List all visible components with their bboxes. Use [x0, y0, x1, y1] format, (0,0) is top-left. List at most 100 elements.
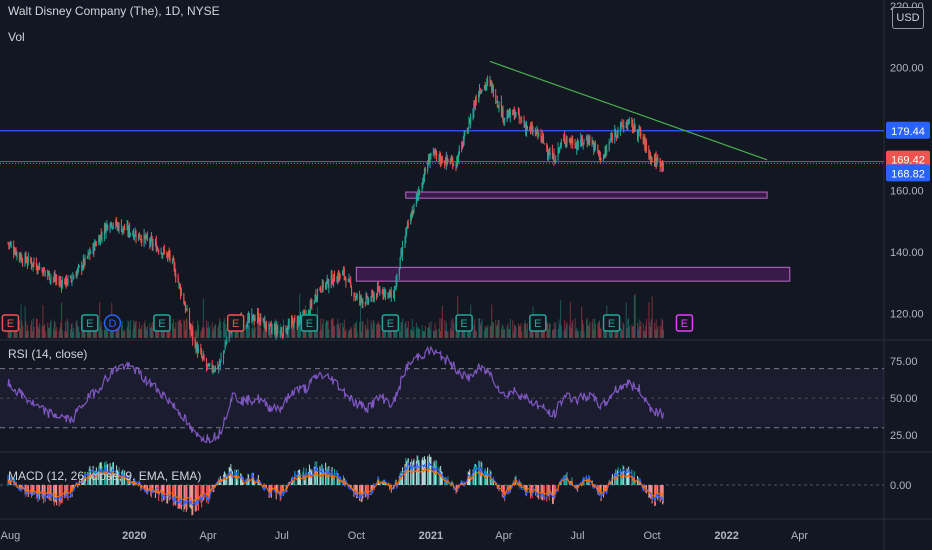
volume-bar	[26, 330, 28, 338]
candle-body	[529, 127, 531, 130]
candle-body	[19, 255, 21, 259]
volume-bar	[81, 326, 83, 338]
candle-body	[86, 256, 88, 258]
volume-bar	[543, 329, 545, 338]
candle-body	[112, 225, 114, 227]
candle-body	[589, 135, 591, 143]
candle-body	[519, 117, 521, 119]
support-zones[interactable]	[355, 191, 791, 282]
macd-histogram-bar	[56, 485, 58, 506]
candle-body	[434, 149, 436, 155]
candle-body	[564, 141, 566, 143]
currency-button[interactable]: USD	[892, 7, 924, 29]
candle-body	[406, 227, 408, 232]
volume-bar	[552, 330, 554, 338]
volume-bar	[395, 330, 397, 338]
candle-body	[418, 191, 420, 196]
volume-bar	[430, 321, 432, 338]
candle-body	[633, 128, 635, 130]
time-axis[interactable]: Aug 2020 Apr Jul Oct 2021 Apr Jul Oct 2022 Apr	[1, 530, 809, 542]
candle-body	[331, 275, 333, 285]
price-tag-label: 169.42	[891, 155, 925, 167]
macd-histogram-bar	[180, 485, 182, 510]
candle-body	[202, 355, 204, 357]
candle-body	[441, 156, 443, 164]
candle-body	[178, 282, 180, 284]
time-axis-tick: 2022	[714, 530, 738, 542]
candle-body	[490, 82, 492, 84]
candle-body	[155, 241, 157, 252]
volume-bar	[207, 321, 209, 338]
macd-histogram-bar	[184, 485, 186, 508]
candle-body	[31, 261, 33, 266]
volume-bar	[184, 321, 186, 338]
candle-body	[608, 142, 610, 150]
volume-bar	[588, 325, 590, 338]
candle-body	[603, 157, 605, 159]
volume-bar	[472, 330, 474, 338]
candle-body	[48, 271, 50, 280]
volume-bar	[121, 325, 123, 338]
volume-bar	[133, 324, 135, 338]
candle-body	[637, 130, 639, 137]
candle-body	[645, 141, 647, 148]
candle-body	[631, 118, 633, 123]
price-axis[interactable]: 120.00140.00160.00200.00220.0025.0050.00…	[890, 1, 924, 492]
candle-body	[70, 276, 72, 280]
candle-body	[450, 160, 452, 162]
candle-body	[536, 129, 538, 134]
volume-bar	[297, 329, 299, 338]
candle-body	[535, 132, 537, 135]
candle-body	[338, 273, 340, 280]
volume-bar	[560, 300, 562, 338]
volume-bar	[360, 306, 362, 338]
volume-bar	[322, 318, 324, 338]
volume-bar	[657, 326, 659, 338]
volume-bar	[151, 321, 153, 338]
candle-body	[200, 348, 202, 353]
candle-body	[288, 324, 290, 326]
candle-body	[206, 360, 208, 366]
volume-bar	[449, 328, 451, 338]
macd-histogram-bar	[614, 473, 616, 485]
candle-body	[211, 363, 213, 370]
macd-histogram-bar	[229, 468, 231, 485]
candle-body	[214, 369, 216, 371]
candle-body	[225, 343, 227, 346]
trendline-group[interactable]	[489, 60, 768, 161]
volume-bar	[498, 319, 500, 338]
volume-bar	[53, 320, 55, 338]
candle-body	[509, 110, 511, 119]
volume-bar	[609, 330, 611, 338]
candle-body	[479, 90, 481, 92]
candle-body	[593, 142, 595, 150]
candle-body	[468, 120, 470, 128]
candle-body	[623, 125, 625, 129]
candle-body	[316, 297, 318, 299]
volume-bar	[489, 325, 491, 338]
macd-histogram-bar	[429, 456, 431, 485]
volume-bar	[248, 325, 250, 338]
candle-body	[650, 154, 652, 161]
candle-body	[548, 153, 550, 155]
macd-histogram-bar	[406, 459, 408, 485]
candle-body	[572, 139, 574, 146]
volume-bar	[435, 330, 437, 338]
volume-bar	[219, 321, 221, 338]
candle-body	[322, 281, 324, 289]
volume-bar	[628, 326, 630, 338]
macd-histogram-bar	[252, 472, 254, 485]
candle-body	[440, 158, 442, 163]
volume-bar	[36, 319, 38, 338]
volume-bar	[328, 329, 330, 338]
volume-bar	[661, 318, 663, 338]
candle-body	[258, 321, 260, 323]
volume-bar	[75, 321, 77, 338]
candle-body	[350, 281, 352, 286]
volume-bar	[189, 322, 191, 338]
candle-body	[93, 244, 95, 252]
candle-body	[133, 236, 135, 238]
volume-bar	[257, 324, 259, 338]
